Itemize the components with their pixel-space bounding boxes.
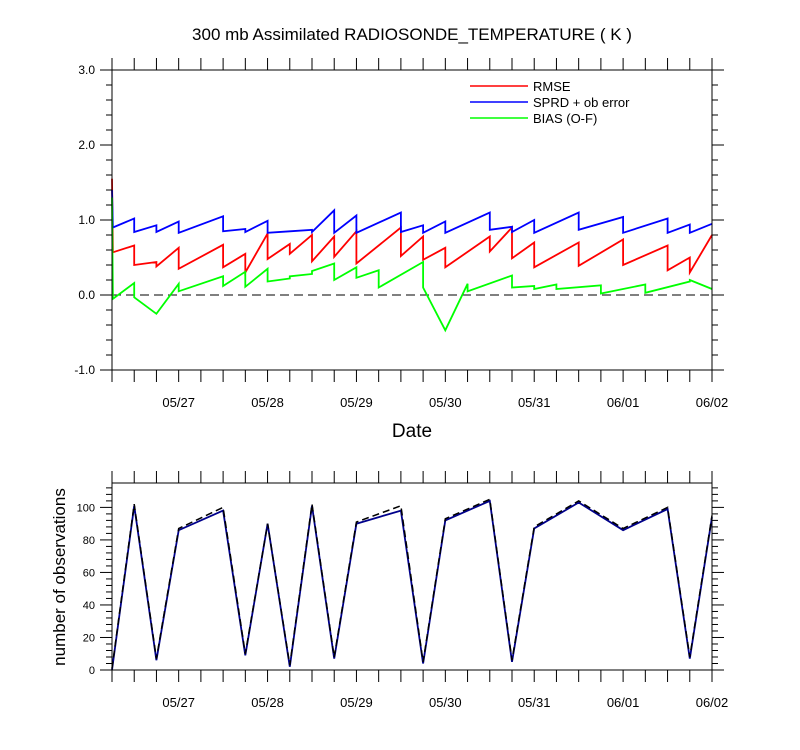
- series-line-1: [111, 189, 713, 235]
- y-tick-label: 100: [77, 502, 95, 514]
- x-tick-label: 05/28: [251, 395, 284, 410]
- y-tick-label: 80: [83, 535, 95, 547]
- y-tick-label: 60: [83, 567, 95, 579]
- y-tick-label: 0: [89, 665, 95, 677]
- legend: RMSE SPRD + ob error BIAS (O-F): [470, 79, 630, 126]
- chart-title: 300 mb Assimilated RADIOSONDE_TEMPERATUR…: [192, 25, 632, 44]
- bottom-axis-ticks: 0 20 40 60 80 100 05/27 05/28 05/29 05/30 05/31 06/…: [77, 471, 729, 710]
- y-tick-label: -1.0: [74, 363, 95, 377]
- legend-label-rmse: RMSE: [533, 79, 571, 94]
- x-tick-label: 05/31: [518, 695, 551, 710]
- y-tick-label: 1.0: [78, 213, 95, 227]
- x-tick-label: 06/02: [696, 395, 729, 410]
- bottom-series-layer: [111, 498, 713, 671]
- y-tick-label: 2.0: [78, 138, 95, 152]
- series-line-2: [111, 197, 713, 333]
- x-tick-label: 06/01: [607, 395, 640, 410]
- x-tick-label: 05/30: [429, 395, 462, 410]
- y-tick-label: 40: [83, 600, 95, 612]
- x-tick-label: 05/29: [340, 395, 373, 410]
- y-axis-label: number of observations: [50, 488, 69, 666]
- x-tick-label: 05/28: [251, 695, 284, 710]
- x-tick-label: 06/02: [696, 695, 729, 710]
- x-tick-label: 06/01: [607, 695, 640, 710]
- top-axis-ticks: -1.0 0.0 1.0 2.0 3.0 05/27 05/28 05/29 05/30 05/3…: [74, 58, 728, 410]
- x-tick-label: 05/29: [340, 695, 373, 710]
- series-line-0: [111, 178, 713, 276]
- legend-label-sprd: SPRD + ob error: [533, 95, 630, 110]
- y-tick-label: 0.0: [78, 288, 95, 302]
- y-tick-label: 3.0: [78, 63, 95, 77]
- x-tick-label: 05/31: [518, 395, 551, 410]
- legend-label-bias: BIAS (O-F): [533, 111, 597, 126]
- series-line-1: [111, 498, 713, 669]
- rmse-spread-bias-panel: 300 mb Assimilated RADIOSONDE_TEMPERATUR…: [74, 25, 728, 442]
- top-series-layer: [111, 178, 713, 333]
- x-axis-label: Date: [392, 421, 432, 442]
- y-tick-label: 20: [83, 632, 95, 644]
- series-line-0: [111, 499, 713, 671]
- top-plot-frame: [111, 69, 713, 371]
- x-tick-label: 05/27: [162, 395, 195, 410]
- bottom-plot-frame: [111, 482, 713, 671]
- x-tick-label: 05/27: [162, 695, 195, 710]
- x-tick-label: 05/30: [429, 695, 462, 710]
- observation-count-panel: 0 20 40 60 80 100 05/27 05/28 05/29 05/30 05/31 06/…: [50, 471, 728, 710]
